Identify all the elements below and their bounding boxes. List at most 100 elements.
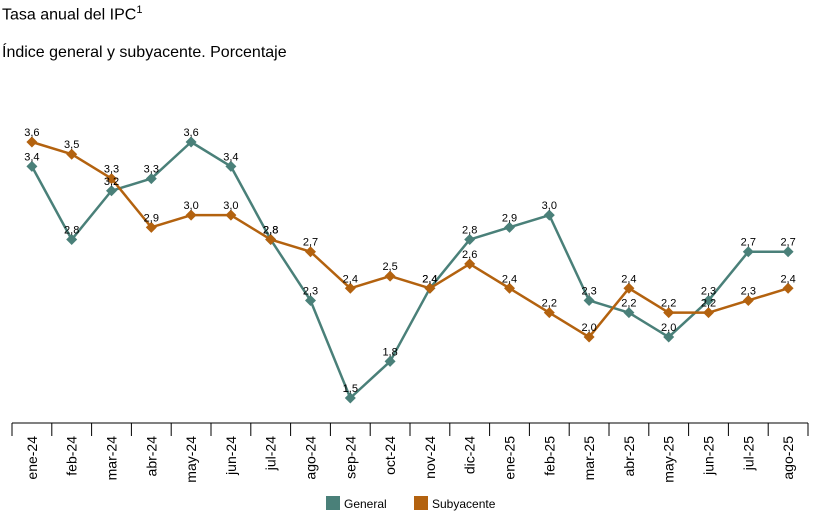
data-point-general (703, 294, 714, 306)
data-label-subyacente: 3,5 (64, 139, 79, 151)
data-point-subyacente (26, 136, 38, 148)
x-tick-label: abr-24 (143, 436, 159, 477)
data-point-general (384, 355, 396, 367)
data-label-subyacente: 2,0 (581, 322, 596, 334)
data-point-general (225, 160, 237, 172)
data-point-general (623, 307, 635, 319)
data-point-general (782, 246, 794, 258)
series-line-subyacente (31, 140, 789, 339)
data-point-general (583, 294, 595, 306)
data-label-subyacente: 3,3 (104, 164, 119, 176)
x-tick-label: feb-24 (64, 436, 80, 476)
x-tick-label: oct-24 (382, 436, 398, 475)
data-label-general: 1,5 (343, 383, 358, 395)
data-point-subyacente (583, 331, 595, 343)
x-tick-label: jun-24 (223, 436, 239, 476)
data-label-subyacente: 2,2 (701, 298, 716, 310)
data-label-general: 3,6 (183, 127, 198, 139)
data-label-general: 2,3 (303, 285, 318, 297)
data-label-subyacente: 2,5 (382, 261, 397, 273)
data-label-general: 2,4 (422, 273, 437, 285)
data-point-subyacente (782, 282, 794, 294)
x-tick-label: dic-24 (462, 436, 478, 474)
data-point-subyacente (504, 282, 515, 294)
data-label-general: 2,0 (661, 322, 676, 334)
data-label-subyacente: 2,4 (621, 273, 636, 285)
legend-label-subyacente: Subyacente (432, 497, 496, 511)
data-label-general: 1,8 (382, 346, 397, 358)
data-label-general: 2,3 (701, 285, 716, 297)
x-tick-label: abr-25 (621, 436, 637, 477)
data-point-general (185, 136, 197, 148)
data-label-general: 2,3 (581, 285, 596, 297)
data-point-general (26, 160, 38, 172)
data-point-subyacente (384, 270, 396, 282)
data-label-subyacente: 2,9 (144, 212, 159, 224)
x-tick-label: may-25 (661, 436, 677, 483)
data-label-subyacente: 2,4 (780, 273, 795, 285)
chart-subtitle: Índice general y subyacente. Porcentaje (2, 44, 287, 61)
data-label-subyacente: 2,7 (303, 237, 318, 249)
data-label-subyacente: 2,6 (462, 249, 477, 261)
x-tick-label: ago-24 (303, 436, 319, 480)
data-label-subyacente: 2,4 (422, 273, 437, 285)
data-point-general (106, 185, 117, 197)
x-tick-label: jul-24 (263, 436, 279, 471)
x-tick-label: may-24 (183, 436, 199, 483)
legend-swatch-subyacente (414, 496, 428, 510)
data-label-subyacente: 2,4 (502, 273, 517, 285)
data-point-general (66, 234, 78, 246)
x-tick-label: ene-24 (24, 436, 40, 480)
data-label-subyacente: 2,2 (542, 298, 557, 310)
legend-label-general: General (344, 497, 387, 511)
data-point-general (344, 392, 356, 404)
data-label-subyacente: 2,4 (343, 273, 358, 285)
data-point-subyacente (623, 282, 635, 294)
data-label-general: 2,7 (741, 237, 756, 249)
data-point-subyacente (464, 258, 476, 270)
data-point-subyacente (265, 234, 277, 246)
data-point-general (305, 294, 316, 306)
data-point-general (504, 221, 515, 233)
x-tick-label: mar-24 (104, 436, 120, 481)
x-tick-label: jul-25 (740, 436, 756, 471)
data-label-general: 2,2 (621, 298, 636, 310)
x-tick-label: sep-24 (342, 436, 358, 479)
data-point-subyacente (106, 173, 117, 185)
data-label-general: 2,8 (462, 225, 477, 237)
data-label-general: 3,4 (223, 151, 238, 163)
data-label-general: 3,0 (542, 200, 557, 212)
data-point-general (145, 173, 157, 185)
data-point-subyacente (185, 209, 197, 221)
x-tick-label: ene-25 (502, 436, 518, 480)
data-label-subyacente: 2,2 (661, 298, 676, 310)
data-point-subyacente (145, 221, 157, 233)
data-point-general (663, 331, 675, 343)
data-label-general: 2,8 (263, 225, 278, 237)
data-point-subyacente (663, 307, 675, 319)
data-label-subyacente: 3,6 (24, 127, 39, 139)
series-line-general (30, 140, 789, 400)
data-point-subyacente (424, 282, 436, 294)
data-point-general (543, 209, 555, 221)
data-label-general: 2,8 (64, 225, 79, 237)
data-label-subyacente: 3,0 (223, 200, 238, 212)
data-label-general: 3,2 (104, 176, 119, 188)
data-point-subyacente (703, 307, 714, 319)
x-tick-label: feb-25 (541, 436, 557, 476)
data-point-subyacente (225, 209, 237, 221)
x-tick-label: nov-24 (422, 436, 438, 479)
data-point-subyacente (543, 307, 555, 319)
data-point-general (742, 246, 754, 258)
data-label-general: 3,4 (24, 151, 39, 163)
data-point-subyacente (344, 282, 356, 294)
x-tick-label: mar-25 (581, 436, 597, 481)
legend-swatch-general (326, 496, 340, 510)
x-tick-label: ago-25 (780, 436, 796, 480)
data-point-subyacente (742, 294, 754, 306)
data-label-general: 3,3 (144, 164, 159, 176)
data-label-general: 2,9 (502, 212, 517, 224)
data-point-subyacente (305, 246, 316, 258)
chart-title: Tasa anual del IPC1 (2, 4, 142, 24)
